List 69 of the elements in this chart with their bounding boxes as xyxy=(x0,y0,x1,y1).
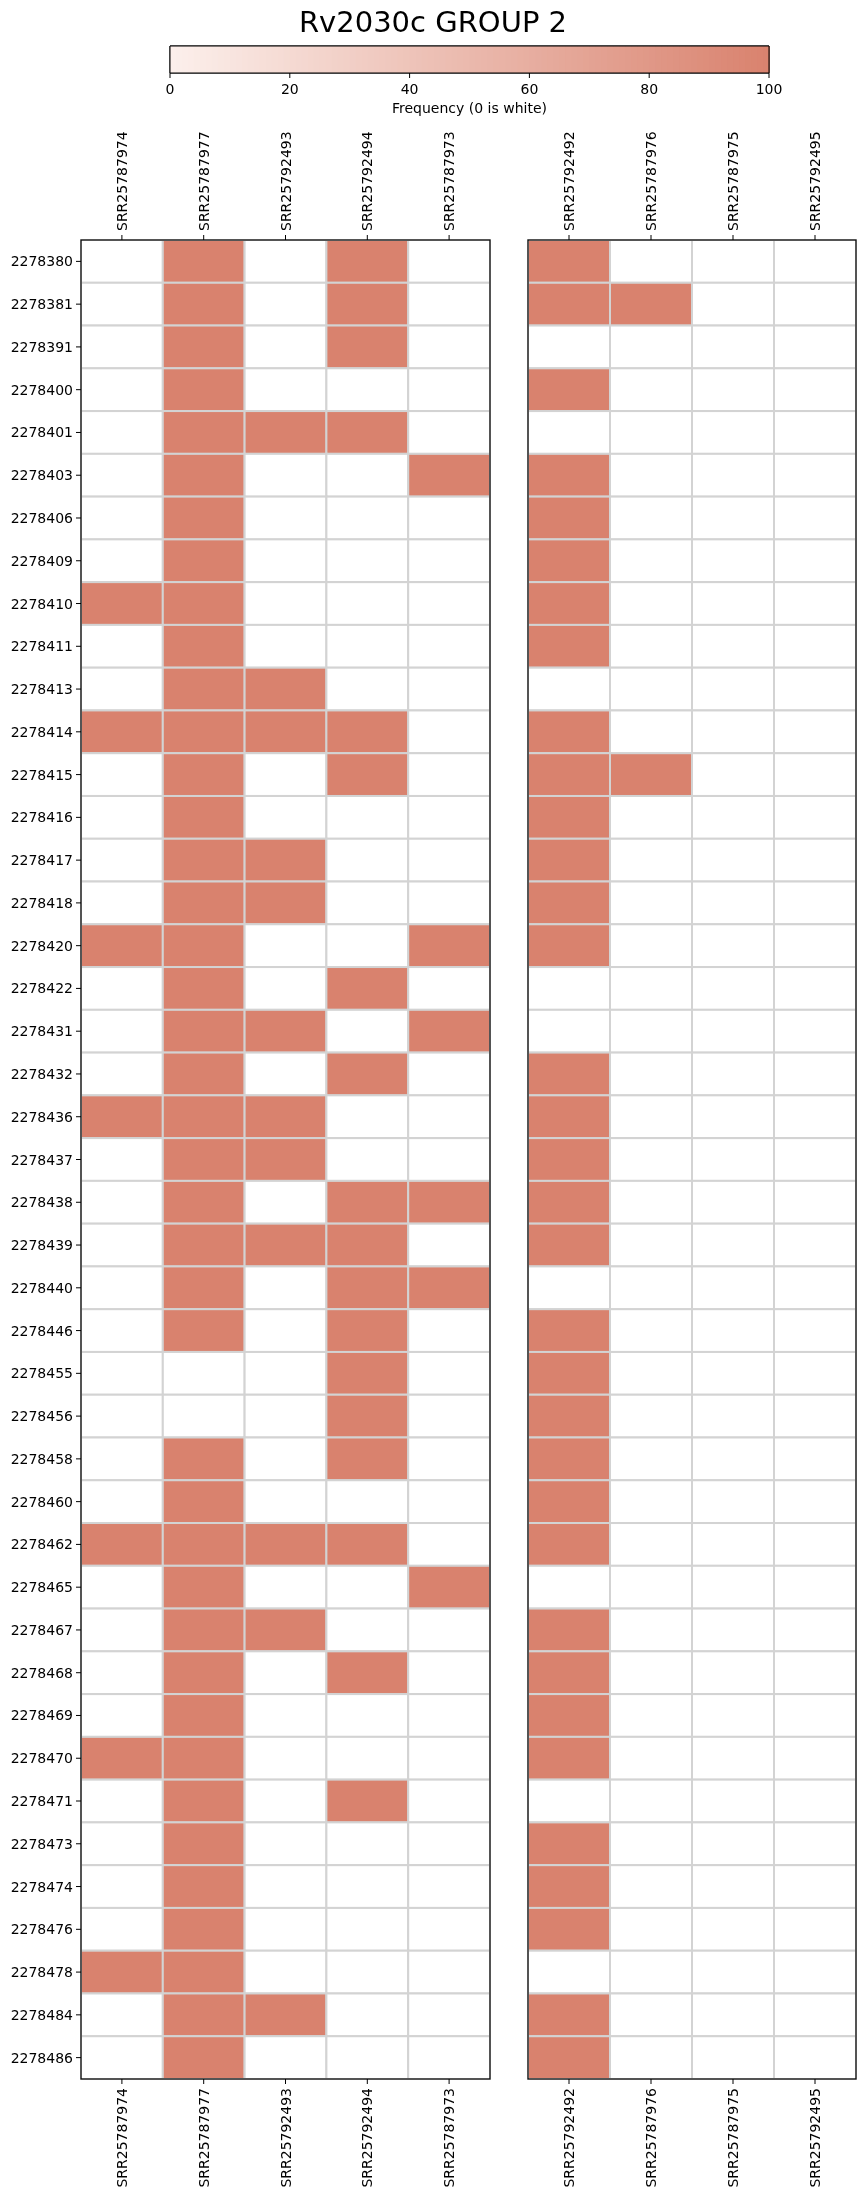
x-tick-label: SRR25787977 xyxy=(195,131,212,231)
y-tick-label: 2278401 xyxy=(10,424,73,441)
color-bar-label: 60 xyxy=(520,81,539,97)
y-tick-label: 2278486 xyxy=(10,2049,74,2066)
y-tick-label: 2278411 xyxy=(10,638,73,655)
y-tick-label: 2278380 xyxy=(10,253,73,270)
y-tick-label: 2278484 xyxy=(10,2006,74,2023)
y-tick-label: 2278431 xyxy=(10,1023,73,1040)
y-tick-label: 2278462 xyxy=(10,1536,73,1553)
y-tick-label: 2278413 xyxy=(10,681,73,698)
x-tick-label: SRR25792494 xyxy=(359,131,376,231)
color-bar-label: 40 xyxy=(400,81,419,97)
y-tick-label: 2278400 xyxy=(10,381,73,398)
y-tick-label: 2278409 xyxy=(10,552,73,569)
y-tick-label: 2278418 xyxy=(10,894,73,911)
category-label: SRR25792493 xyxy=(277,2088,294,2188)
y-tick-label: 2278439 xyxy=(10,1237,73,1254)
color-bar-title: Frequency (0 is white) xyxy=(391,100,548,116)
x-tick-label: SRR25787974 xyxy=(113,131,130,231)
color-bar-label: 0 xyxy=(165,81,175,97)
y-tick-label: 2278438 xyxy=(10,1194,73,1211)
x-tick-label: SRR25787975 xyxy=(725,131,741,231)
y-tick-label: 2278437 xyxy=(10,1151,73,1168)
y-tick-label: 2278469 xyxy=(10,1707,73,1724)
x-tick-label: SRR25792495 xyxy=(807,131,823,231)
y-tick-label: 2278416 xyxy=(10,809,74,826)
y-tick-label: 2278406 xyxy=(10,509,74,526)
chart-title: Rv2030c GROUP 2 xyxy=(298,5,568,39)
y-tick-label: 2278415 xyxy=(10,766,73,783)
x-tick-label: SRR25792493 xyxy=(277,131,294,231)
category-label: SRR25787977 xyxy=(195,2088,212,2188)
category-label: SRR25792494 xyxy=(359,2088,376,2188)
color-bar-label: 80 xyxy=(640,81,659,97)
y-tick-label: 2278422 xyxy=(10,980,73,997)
x-tick-label: SRR25787973 xyxy=(441,131,458,231)
y-tick-label: 2278410 xyxy=(10,595,73,612)
y-tick-label: 2278474 xyxy=(10,1878,74,1895)
y-tick-label: 2278458 xyxy=(10,1450,73,1467)
x-tick-label: SRR25787976 xyxy=(643,131,659,231)
y-tick-label: 2278465 xyxy=(10,1579,73,1596)
category-label: SRR25787976 xyxy=(643,2088,659,2188)
y-tick-label: 2278440 xyxy=(10,1279,73,1296)
y-tick-label: 2278460 xyxy=(10,1493,73,1510)
category-label: SRR25787974 xyxy=(113,2088,130,2188)
y-tick-label: 2278471 xyxy=(10,1793,73,1810)
y-tick-label: 2278432 xyxy=(10,1065,73,1082)
category-label: SRR25787973 xyxy=(441,2088,458,2188)
y-tick-label: 2278436 xyxy=(10,1108,74,1125)
category-label: SRR25787975 xyxy=(725,2088,741,2188)
color-bar-label: 20 xyxy=(280,81,299,97)
color-bar-label: 100 xyxy=(755,81,783,97)
y-tick-label: 2278391 xyxy=(10,338,73,355)
y-tick-label: 2278417 xyxy=(10,852,73,869)
y-tick-label: 2278403 xyxy=(10,467,73,484)
y-tick-label: 2278381 xyxy=(10,296,73,313)
y-tick-label: 2278470 xyxy=(10,1750,73,1767)
category-label: SRR25792495 xyxy=(807,2088,823,2188)
y-tick-label: 2278446 xyxy=(10,1322,74,1339)
y-tick-label: 2278455 xyxy=(10,1365,73,1382)
y-tick-label: 2278468 xyxy=(10,1664,73,1681)
category-label: SRR25792492 xyxy=(561,2088,577,2188)
y-tick-label: 2278456 xyxy=(10,1408,74,1425)
y-tick-label: 2278414 xyxy=(10,723,74,740)
y-tick-label: 2278478 xyxy=(10,1964,73,1981)
y-tick-label: 2278467 xyxy=(10,1621,73,1638)
y-tick-label: 2278476 xyxy=(10,1921,74,1938)
y-tick-label: 2278420 xyxy=(10,937,73,954)
y-tick-label: 2278473 xyxy=(10,1835,73,1852)
x-tick-label: SRR25792492 xyxy=(561,131,577,231)
